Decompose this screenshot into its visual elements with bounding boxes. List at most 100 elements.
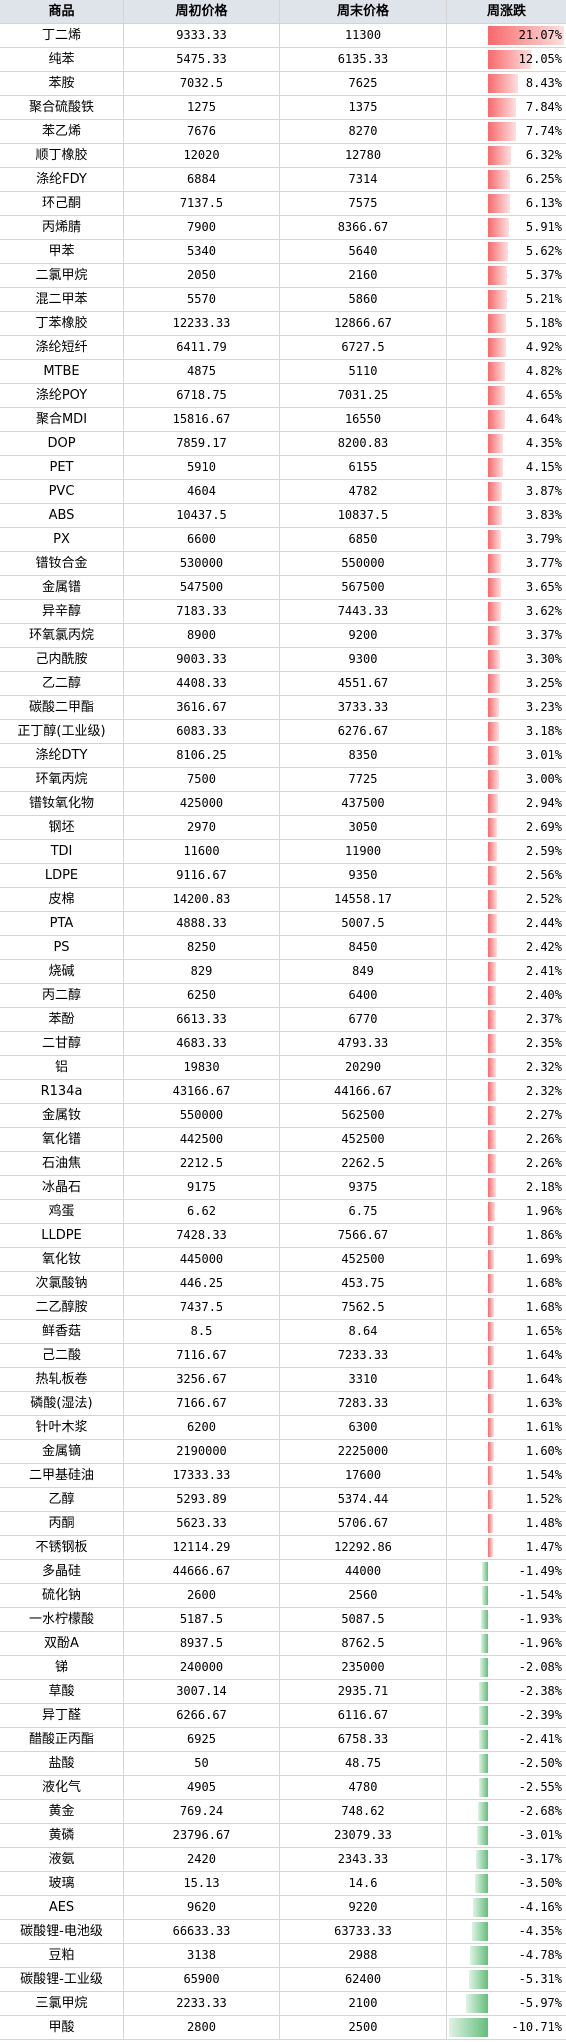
name-cell: 鲜香菇 [0, 1320, 124, 1343]
start-price: 425000 [124, 792, 280, 815]
end-price: 6758.33 [280, 1728, 447, 1751]
data-row: 二甲基硅油 17333.33 17600 1.54% [0, 1464, 566, 1488]
change-cell: 7.74% [447, 120, 566, 143]
start-price: 6266.67 [124, 1704, 280, 1727]
change-cell: 2.59% [447, 840, 566, 863]
data-bar [487, 1106, 496, 1125]
change-text: -3.01% [518, 1828, 562, 1842]
change-text: 1.60% [525, 1444, 562, 1458]
start-price: 4875 [124, 360, 280, 383]
change-cell: 3.65% [447, 576, 566, 599]
data-bar [480, 1658, 488, 1677]
change-text: 1.86% [525, 1228, 562, 1242]
start-price: 2190000 [124, 1440, 280, 1463]
change-text: 3.37% [525, 628, 562, 642]
end-price: 63733.33 [280, 1920, 447, 1943]
end-price: 11900 [280, 840, 447, 863]
start-price: 8250 [124, 936, 280, 959]
data-row: PET 5910 6155 4.15% [0, 456, 566, 480]
end-price: 12292.86 [280, 1536, 447, 1559]
start-price: 5623.33 [124, 1512, 280, 1535]
start-price: 7900 [124, 216, 280, 239]
start-price: 5340 [124, 240, 280, 263]
change-cell: 1.65% [447, 1320, 566, 1343]
start-price: 829 [124, 960, 280, 983]
change-text: 1.61% [525, 1420, 562, 1434]
change-text: -3.17% [518, 1852, 562, 1866]
change-text: 2.56% [525, 868, 562, 882]
data-bar [487, 1274, 494, 1293]
data-row: 正丁醇(工业级) 6083.33 6276.67 3.18% [0, 720, 566, 744]
data-bar [479, 1682, 488, 1701]
data-bar [487, 938, 497, 957]
data-bar [487, 722, 500, 741]
data-row: 金属镨 547500 567500 3.65% [0, 576, 566, 600]
name-cell: 醋酸正丙酯 [0, 1728, 124, 1751]
data-row: 甲苯 5340 5640 5.62% [0, 240, 566, 264]
start-price: 5475.33 [124, 48, 280, 71]
data-bar [487, 1226, 495, 1245]
start-price: 6613.33 [124, 1008, 280, 1031]
end-price: 437500 [280, 792, 447, 815]
end-price: 48.75 [280, 1752, 447, 1775]
change-cell: 1.54% [447, 1464, 566, 1487]
name-cell: PS [0, 936, 124, 959]
data-row: 草酸 3007.14 2935.71 -2.38% [0, 1680, 566, 1704]
name-cell: 锑 [0, 1656, 124, 1679]
start-price: 445000 [124, 1248, 280, 1271]
data-row: 皮棉 14200.83 14558.17 2.52% [0, 888, 566, 912]
end-price: 3733.33 [280, 696, 447, 719]
data-bar [487, 698, 500, 717]
start-price: 12114.29 [124, 1536, 280, 1559]
name-cell: 乙醇 [0, 1488, 124, 1511]
start-price: 769.24 [124, 1800, 280, 1823]
change-text: -1.54% [518, 1588, 562, 1602]
data-bar [472, 1922, 488, 1941]
data-bar [487, 626, 500, 645]
name-cell: 镨钕合金 [0, 552, 124, 575]
data-row: 盐酸 50 48.75 -2.50% [0, 1752, 566, 1776]
data-bar [487, 1346, 494, 1365]
start-price: 2420 [124, 1848, 280, 1871]
change-cell: -1.54% [447, 1584, 566, 1607]
end-price: 452500 [280, 1128, 447, 1151]
end-price: 17600 [280, 1464, 447, 1487]
change-text: 4.15% [525, 460, 562, 474]
change-cell: 2.56% [447, 864, 566, 887]
change-text: 3.62% [525, 604, 562, 618]
data-row: 丙烯腈 7900 8366.67 5.91% [0, 216, 566, 240]
data-bar [487, 1034, 497, 1053]
name-cell: 涤纶POY [0, 384, 124, 407]
data-bar [487, 386, 505, 405]
data-bar [487, 1322, 494, 1341]
change-text: 2.32% [525, 1060, 562, 1074]
data-bar [487, 554, 502, 573]
data-bar [487, 338, 506, 357]
name-cell: 黄金 [0, 1800, 124, 1823]
name-cell: LDPE [0, 864, 124, 887]
change-cell: -2.38% [447, 1680, 566, 1703]
end-price: 5110 [280, 360, 447, 383]
end-price: 12780 [280, 144, 447, 167]
change-text: 3.30% [525, 652, 562, 666]
end-price: 11300 [280, 24, 447, 47]
data-row: 碳酸锂-工业级 65900 62400 -5.31% [0, 1968, 566, 1992]
end-price: 6400 [280, 984, 447, 1007]
header-cell: 商品 [0, 0, 124, 23]
change-cell: 1.63% [447, 1392, 566, 1415]
data-row: PTA 4888.33 5007.5 2.44% [0, 912, 566, 936]
name-cell: 次氯酸钠 [0, 1272, 124, 1295]
data-bar [487, 1082, 497, 1101]
change-cell: -1.96% [447, 1632, 566, 1655]
end-price: 6850 [280, 528, 447, 551]
header-cell: 周末价格 [280, 0, 447, 23]
end-price: 7031.25 [280, 384, 447, 407]
change-text: -5.97% [518, 1996, 562, 2010]
name-cell: 己二酸 [0, 1344, 124, 1367]
data-bar [487, 1250, 494, 1269]
end-price: 235000 [280, 1656, 447, 1679]
change-text: 3.00% [525, 772, 562, 786]
data-row: AES 9620 9220 -4.16% [0, 1896, 566, 1920]
start-price: 7437.5 [124, 1296, 280, 1319]
